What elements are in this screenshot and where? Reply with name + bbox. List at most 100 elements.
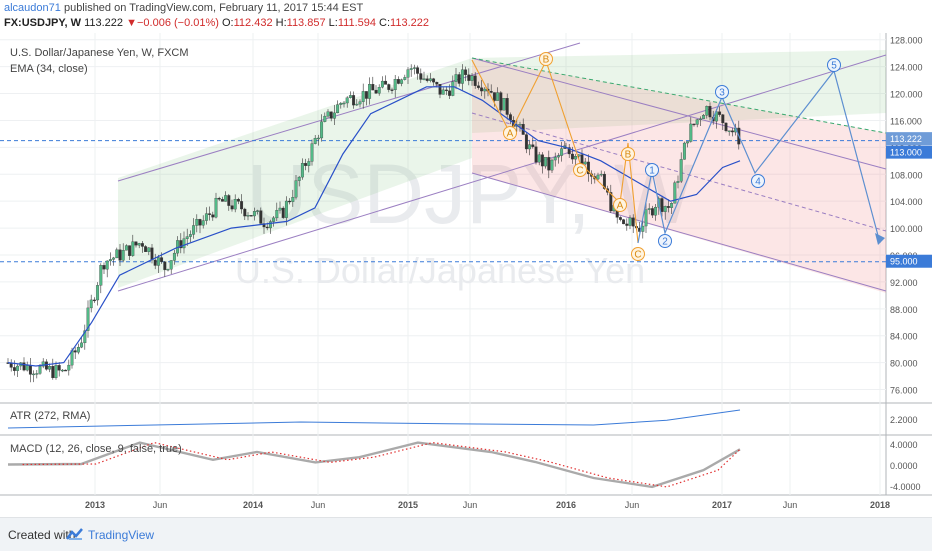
candle-body: [284, 200, 288, 218]
candle-body: [537, 154, 541, 163]
watermark-symbol: USDJPY, W: [247, 147, 694, 241]
candle-body: [179, 240, 183, 249]
candle-body: [444, 89, 448, 92]
candle-body: [567, 147, 571, 155]
candle-body: [467, 74, 471, 81]
candle-body: [660, 198, 664, 212]
candle-body: [676, 181, 680, 183]
candle-body: [86, 307, 90, 331]
candle-body: [419, 73, 423, 80]
candle-body: [326, 111, 330, 117]
candle-body: [140, 243, 144, 247]
forecast-channel-fill: [472, 50, 886, 133]
candle-body: [96, 285, 100, 301]
candle-body: [22, 362, 26, 371]
candle-body: [291, 197, 295, 202]
candle-body: [679, 159, 683, 182]
candle-body: [294, 180, 298, 198]
footer: Created with TradingView: [0, 517, 932, 551]
candle-body: [105, 260, 109, 270]
bear-line-lower: [471, 172, 887, 292]
candle-body: [682, 142, 686, 160]
candle-body: [724, 122, 728, 132]
bear-median-line: [471, 112, 887, 232]
abc-zigzag-1: [471, 59, 581, 164]
candle-body: [310, 143, 314, 162]
candle-body: [663, 206, 667, 212]
candle-body: [476, 85, 480, 88]
candle-body: [721, 114, 725, 124]
candle-body: [586, 161, 590, 175]
time-axis-label: 2013: [85, 500, 105, 510]
wave-label-orange: B: [543, 55, 550, 66]
candle-body: [272, 217, 276, 222]
tradingview-brand-link[interactable]: TradingView: [88, 528, 155, 542]
price-axis-label: 84.000: [890, 332, 918, 342]
wave-label-orange-circle: [613, 198, 627, 212]
candle-body: [227, 195, 231, 206]
time-axis-label: Jun: [625, 500, 640, 510]
candle-body: [628, 217, 632, 226]
candle-body: [185, 236, 189, 239]
created-with-text: Created with: [8, 528, 76, 542]
candle-body: [166, 268, 170, 271]
candle-body: [73, 350, 77, 353]
wave-label-blue-circle: [645, 163, 659, 177]
candle-body: [695, 119, 699, 125]
candle-body: [596, 174, 600, 180]
wave-label-blue-circle: [715, 85, 729, 99]
candle-body: [121, 250, 125, 261]
price-chart-svg[interactable]: USDJPY, W U.S. Dollar/Japanese Yen A B C A B C 1…: [0, 33, 932, 517]
candle-body: [727, 130, 731, 132]
candle-body: [345, 97, 349, 104]
candle-body: [412, 67, 416, 69]
candle-body: [406, 69, 410, 78]
abc-zigzag-2: [579, 142, 639, 244]
candle-body: [80, 342, 84, 348]
time-axis-label: Jun: [463, 500, 478, 510]
author-link[interactable]: alcaudon71: [4, 2, 61, 14]
candle-body: [163, 261, 167, 270]
candle-body: [689, 123, 693, 142]
candle-body: [644, 209, 648, 227]
candle-body: [708, 106, 712, 118]
candle-body: [249, 215, 253, 217]
candle-body: [115, 249, 119, 259]
level-95-badge-bg: [886, 254, 932, 268]
candle-body: [281, 207, 285, 218]
candle-body: [195, 219, 199, 226]
candle-body: [16, 365, 20, 371]
wave-label-orange: B: [625, 150, 632, 161]
candle-body: [32, 373, 36, 376]
candle-body: [553, 156, 557, 161]
candle-body: [153, 259, 157, 266]
candle-body: [144, 246, 148, 252]
candle-body: [502, 98, 506, 111]
ema-legend: EMA (34, close): [10, 63, 88, 75]
candle-body: [60, 369, 64, 372]
candle-body: [118, 249, 122, 261]
wave-label-orange-circle: [631, 247, 645, 261]
candle-body: [28, 365, 32, 375]
candle-body: [428, 78, 432, 81]
price-axis-label: 116.000: [890, 116, 922, 126]
low-value: 111.594: [337, 17, 376, 29]
candle-body: [692, 123, 696, 126]
candle-body: [451, 81, 455, 96]
candle-body: [540, 154, 544, 167]
candle-body: [361, 91, 365, 102]
candle-body: [131, 241, 135, 256]
candle-body: [718, 111, 722, 115]
candle-body: [403, 77, 407, 80]
candle-body: [599, 173, 603, 176]
main-pane-title: U.S. Dollar/Japanese Yen, W, FXCM: [10, 47, 189, 59]
candle-body: [470, 75, 474, 81]
candle-body: [505, 98, 509, 115]
candle-body: [425, 78, 429, 81]
candle-body: [387, 84, 391, 90]
candle-body: [233, 199, 237, 210]
candle-body: [208, 213, 212, 215]
chart-area[interactable]: USDJPY, W U.S. Dollar/Japanese Yen A B C A B C 1…: [0, 33, 932, 517]
ema-line-2016: [565, 146, 741, 202]
wave-label-blue-circle: [827, 58, 841, 72]
